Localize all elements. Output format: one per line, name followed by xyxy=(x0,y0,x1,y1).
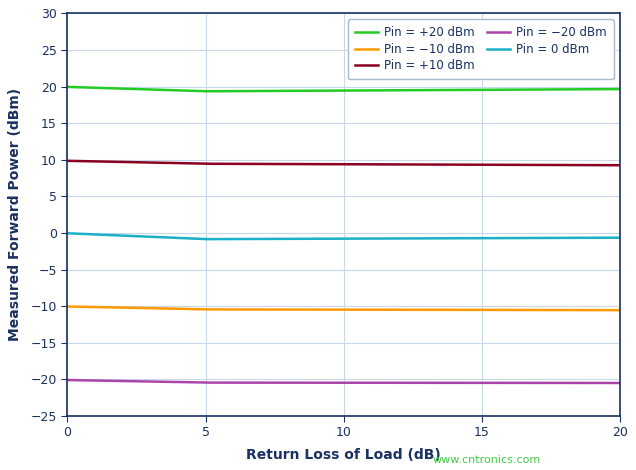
Text: www.cntronics.com: www.cntronics.com xyxy=(432,455,541,465)
Y-axis label: Measured Forward Power (dBm): Measured Forward Power (dBm) xyxy=(8,88,22,341)
Legend: Pin = +20 dBm, Pin = −10 dBm, Pin = +10 dBm, Pin = −20 dBm, Pin = 0 dBm, : Pin = +20 dBm, Pin = −10 dBm, Pin = +10 … xyxy=(348,19,614,79)
X-axis label: Return Loss of Load (dB): Return Loss of Load (dB) xyxy=(246,447,441,462)
